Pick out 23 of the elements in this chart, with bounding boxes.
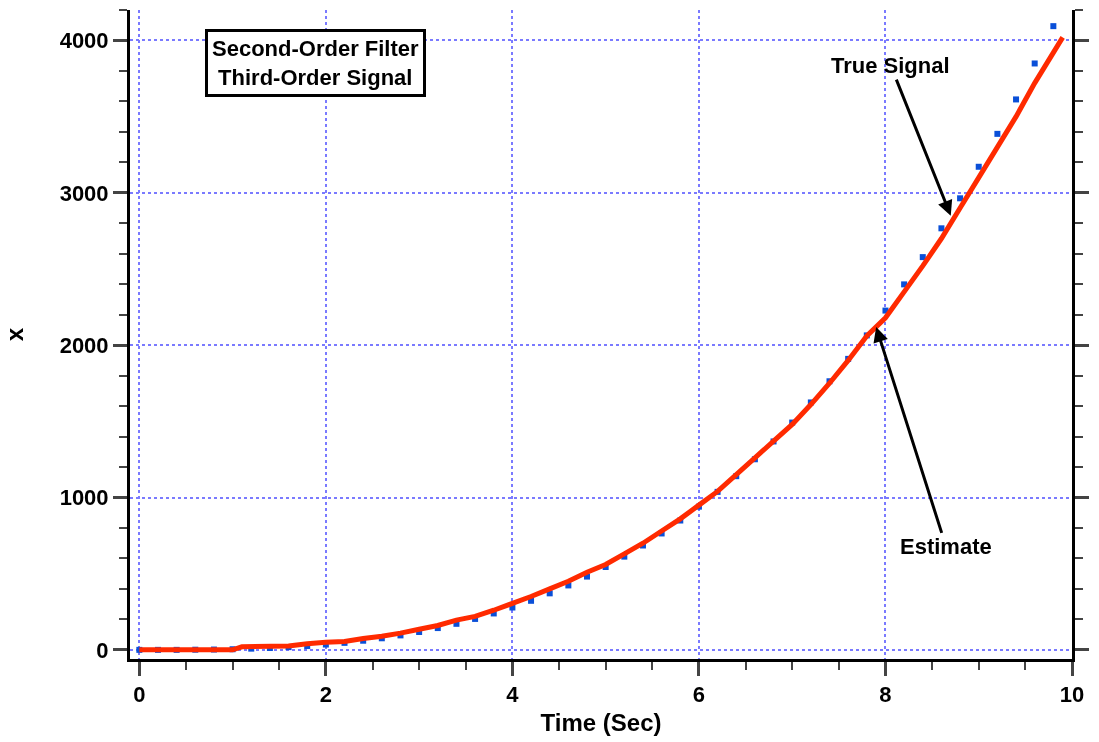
point — [957, 195, 964, 202]
annotation: True Signal — [831, 53, 950, 78]
x-axis-title: Time (Sec) — [540, 708, 662, 736]
x-tick-label: 6 — [692, 682, 706, 708]
point — [975, 163, 982, 170]
x-tick-label: 10 — [1059, 682, 1085, 708]
point — [1050, 23, 1057, 30]
y-tick-label: 0 — [96, 637, 109, 663]
x-tick-label: 0 — [133, 682, 146, 708]
point — [994, 130, 1001, 137]
y-axis-title: x — [0, 327, 28, 342]
y-tick-label: 4000 — [59, 28, 109, 54]
y-tick-label: 3000 — [59, 180, 109, 206]
point — [938, 225, 945, 232]
text: Second-Order Filter Third-Order Signal — [212, 36, 420, 90]
point — [1031, 60, 1038, 67]
y-tick-label: 1000 — [59, 485, 109, 511]
y-tick-label: 2000 — [59, 332, 109, 358]
x-tick-label: 8 — [879, 682, 892, 708]
x-tick-label: 2 — [319, 682, 332, 708]
annotation: Estimate — [900, 534, 992, 559]
point — [1013, 96, 1020, 103]
x-tick-label: 4 — [506, 682, 520, 708]
